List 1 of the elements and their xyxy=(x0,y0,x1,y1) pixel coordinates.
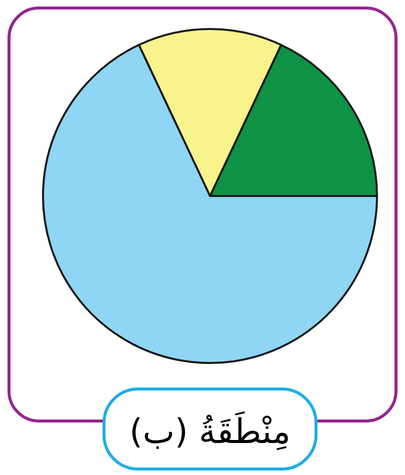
text: مِنْطَقَةُ (ب) xyxy=(129,410,291,452)
